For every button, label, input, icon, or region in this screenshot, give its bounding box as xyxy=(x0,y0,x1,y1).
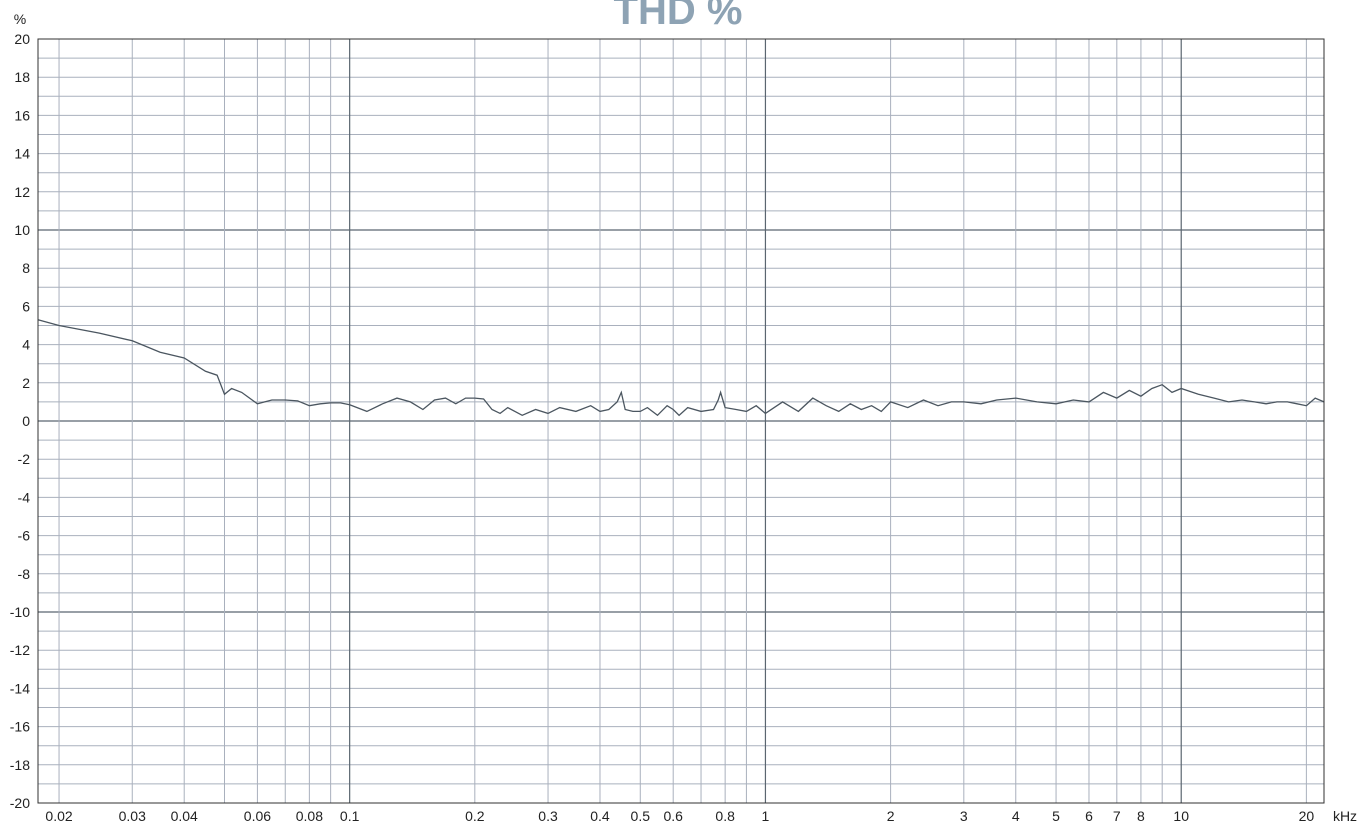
x-tick-label: 0.1 xyxy=(340,808,360,824)
y-tick-label: -6 xyxy=(18,528,31,544)
x-tick-label: 0.8 xyxy=(715,808,735,824)
x-tick-label: 4 xyxy=(1012,808,1020,824)
y-tick-label: 16 xyxy=(14,107,30,123)
x-tick-label: 1 xyxy=(762,808,770,824)
x-tick-label: 2 xyxy=(887,808,895,824)
x-tick-label: 6 xyxy=(1085,808,1093,824)
y-tick-label: 6 xyxy=(22,298,30,314)
y-tick-label: -8 xyxy=(18,566,31,582)
y-tick-label: -10 xyxy=(10,604,30,620)
x-tick-label: 0.03 xyxy=(119,808,146,824)
x-tick-label: 20 xyxy=(1299,808,1315,824)
plot-frame xyxy=(37,38,1325,804)
y-tick-label: 14 xyxy=(14,146,30,162)
y-tick-label: 12 xyxy=(14,184,30,200)
x-tick-label: 0.08 xyxy=(296,808,323,824)
x-tick-label: 5 xyxy=(1052,808,1060,824)
y-axis-label: % xyxy=(14,11,26,27)
x-axis-unit: kHz xyxy=(1333,808,1357,824)
x-tick-labels: 0.02 0.03 0.04 0.06 0.08 0.1 0.2 0.3 0.4 0.5 0.6 0.… xyxy=(45,808,1314,824)
y-tick-label: -18 xyxy=(10,757,30,773)
x-tick-label: 3 xyxy=(960,808,968,824)
x-tick-label: 7 xyxy=(1113,808,1121,824)
y-tick-label: 0 xyxy=(22,413,30,429)
y-tick-label: -12 xyxy=(10,642,30,658)
y-tick-label: -4 xyxy=(18,489,31,505)
x-tick-label: 0.2 xyxy=(465,808,485,824)
y-tick-label: -16 xyxy=(10,719,30,735)
y-tick-label: -20 xyxy=(10,795,30,811)
x-tick-label: 0.5 xyxy=(631,808,651,824)
x-tick-label: 0.06 xyxy=(244,808,271,824)
x-tick-label: 0.3 xyxy=(538,808,558,824)
y-tick-labels: 20181614121086420-2-4-6-8-10-12-14-16-18… xyxy=(10,31,30,811)
thd-series-line xyxy=(37,319,1325,417)
grid xyxy=(38,39,1324,803)
x-tick-label: 0.02 xyxy=(45,808,72,824)
x-tick-label: 10 xyxy=(1173,808,1189,824)
y-tick-label: -14 xyxy=(10,680,30,696)
y-tick-label: 18 xyxy=(14,69,30,85)
y-tick-label: 10 xyxy=(14,222,30,238)
y-tick-label: -2 xyxy=(18,451,31,467)
x-tick-label: 0.04 xyxy=(171,808,198,824)
y-tick-label: 20 xyxy=(14,31,30,47)
x-tick-label: 8 xyxy=(1137,808,1145,824)
x-tick-label: 0.6 xyxy=(663,808,683,824)
y-tick-label: 8 xyxy=(22,260,30,276)
y-tick-label: 2 xyxy=(22,375,30,391)
chart-title: THD % xyxy=(614,0,743,33)
x-tick-label: 0.4 xyxy=(590,808,610,824)
y-tick-label: 4 xyxy=(22,337,30,353)
